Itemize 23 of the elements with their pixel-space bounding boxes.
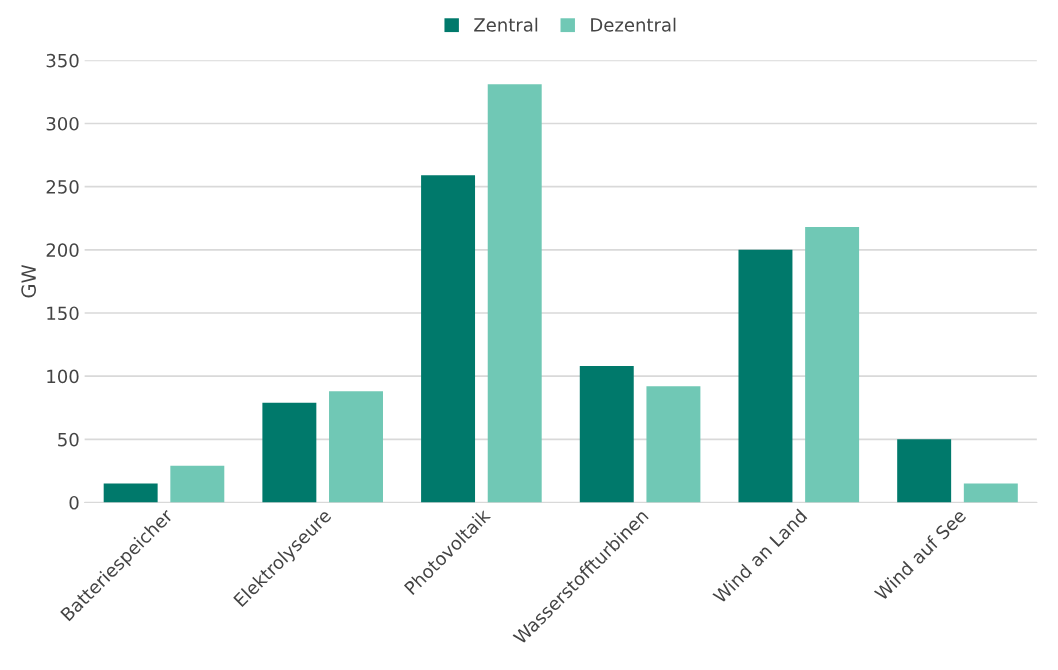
bar [579,366,634,503]
y-tick-label: 100 [47,369,79,384]
legend-label: Dezentral [591,17,676,32]
legend-label: Zentral [474,17,538,32]
y-tick-label: 350 [46,53,79,68]
y-axis-title: GW [21,264,36,298]
y-tick-label: 150 [47,306,79,321]
bar [805,227,860,503]
bar [421,175,476,503]
bar [646,386,701,503]
bar [738,249,793,503]
y-tick-label: 0 [69,495,79,510]
bar [103,483,158,503]
y-tick-label: 50 [58,432,79,447]
bar [329,391,383,503]
bar [487,84,542,503]
y-tick-label: 200 [46,243,79,257]
bar [963,483,1018,503]
y-tick-label: 300 [46,116,79,131]
bar [897,439,952,503]
bar [262,402,317,503]
y-tick-label: 250 [46,180,79,194]
bar [170,465,225,503]
